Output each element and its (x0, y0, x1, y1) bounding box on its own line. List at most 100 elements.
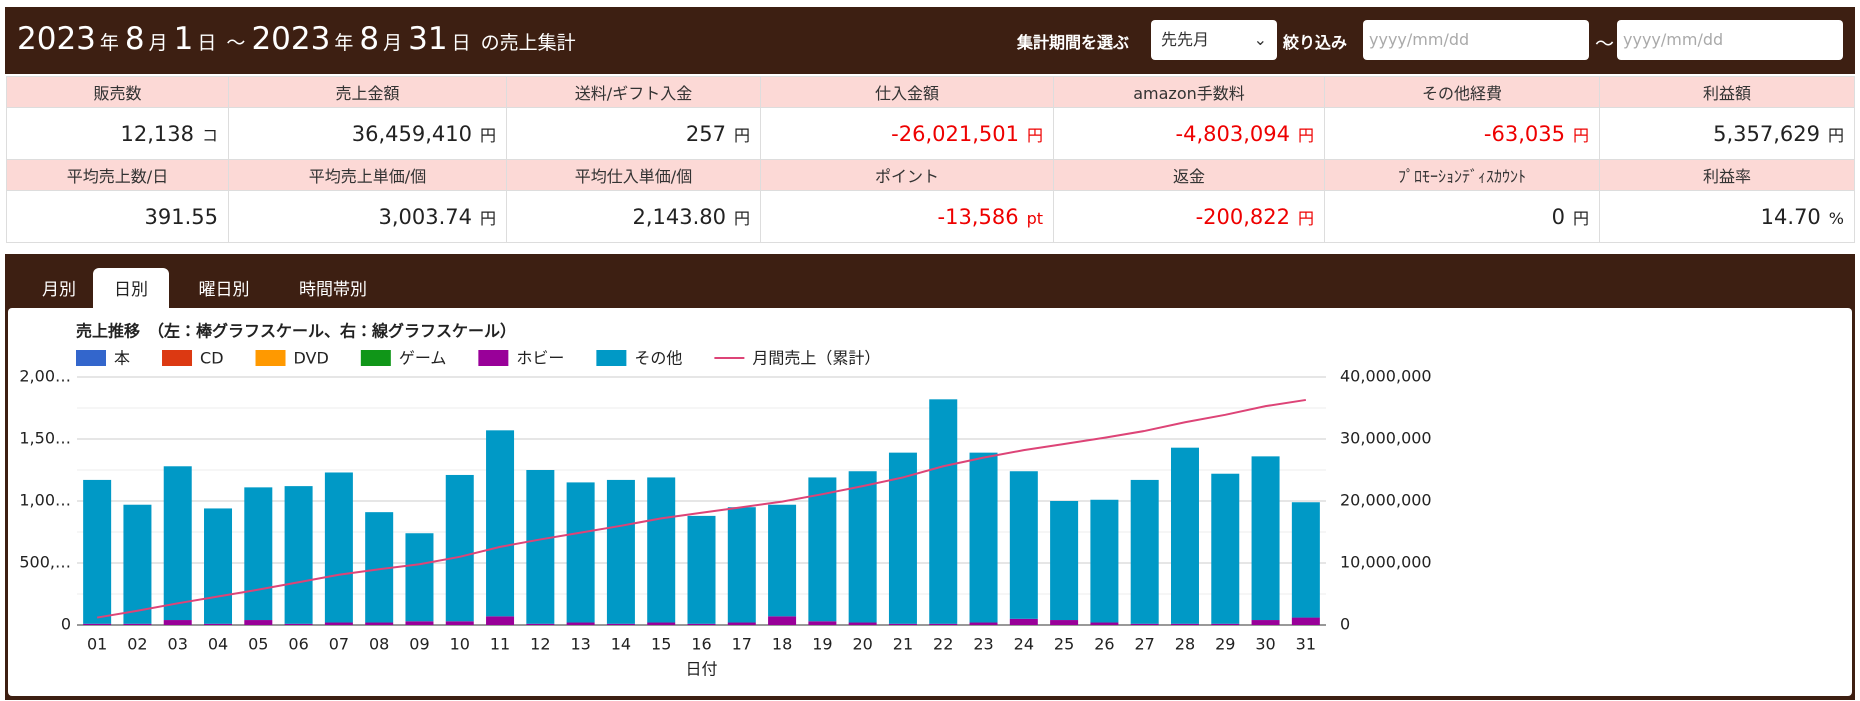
y-tick-label: 1,00… (19, 491, 71, 510)
bar (284, 623, 313, 625)
value: 391.55 (144, 204, 218, 229)
tab[interactable]: 曜日別 (198, 280, 250, 300)
bar (888, 623, 917, 625)
unit: 月 (383, 32, 403, 54)
header-cell: amazon手数料 (1053, 76, 1325, 108)
bar (606, 479, 635, 624)
x-tick-label: 05 (248, 635, 268, 654)
bar (445, 474, 474, 622)
bar (123, 623, 152, 625)
option: 先先月 (1161, 30, 1210, 49)
x-tick-label: 21 (893, 635, 913, 654)
value-cell: -13,586 pt (760, 190, 1054, 243)
x-tick-label: 02 (127, 635, 147, 654)
x-tick-label: 25 (1054, 635, 1074, 654)
legend-swatch (255, 350, 286, 366)
bar (1291, 502, 1320, 618)
x-tick-label: 14 (611, 635, 631, 654)
x-tick-label: 28 (1175, 635, 1195, 654)
legend-swatch (360, 350, 391, 366)
unit: 日 (197, 32, 217, 54)
value: 0 (1551, 204, 1565, 229)
bar (1211, 623, 1240, 625)
x-tick-label: 08 (369, 635, 389, 654)
unit: pt (1026, 208, 1043, 228)
chart-title: 売上推移 （左：棒グラフスケール、右：線グラフスケール） (76, 322, 516, 341)
date-to[interactable]: yyyy/mm/dd (1617, 20, 1843, 60)
bar (1170, 623, 1199, 625)
header-row: 販売数 売上金額 送料/ギフト入金 仕入金額 amazon手数料 その他経費 利益額 (6, 76, 1855, 108)
y2-tick-label: 40,000,000 (1340, 367, 1432, 386)
legend-label: DVD (294, 349, 329, 368)
bar (163, 466, 192, 621)
x-tick-label: 31 (1296, 635, 1316, 654)
bar (1009, 471, 1038, 619)
bar (969, 452, 998, 623)
range-sep: ～ (1595, 33, 1615, 55)
x-tick-label: 27 (1135, 635, 1155, 654)
month: 8 (359, 21, 380, 57)
bar (284, 486, 313, 624)
x-tick-label: 03 (168, 635, 188, 654)
separator: ～ (226, 32, 246, 54)
y-tick-label: 2,00… (19, 367, 71, 386)
tab[interactable]: 時間帯別 (299, 280, 367, 300)
unit: % (1828, 208, 1844, 228)
bar (83, 479, 112, 624)
value: 3,003.74 (378, 204, 472, 229)
legend-swatch (596, 350, 627, 366)
bar (526, 470, 555, 624)
legend-swatch (76, 350, 106, 366)
unit: 円 (1297, 125, 1314, 145)
x-tick-label: 01 (87, 635, 107, 654)
header-cell: 販売数 (6, 76, 229, 108)
y-tick-label: 1,50… (19, 429, 71, 448)
unit: 円 (479, 208, 496, 228)
summary-table: 販売数 売上金額 送料/ギフト入金 仕入金額 amazon手数料 その他経費 利益額 12,1… (6, 76, 1855, 243)
value: -13,586 (937, 204, 1019, 229)
bar (768, 616, 797, 625)
x-tick-label: 24 (1014, 635, 1034, 654)
day: 1 (173, 21, 194, 57)
legend-label: その他 (634, 349, 682, 368)
bar (687, 515, 716, 624)
value: 5,357,629 (1713, 121, 1820, 146)
header-cell: 平均売上数/日 (6, 159, 229, 191)
x-tick-label: 11 (490, 635, 510, 654)
header-cell: 仕入金額 (760, 76, 1054, 108)
value: 12,138 (120, 121, 194, 146)
value-row: 12,138 コ 36,459,410 円 257 円 -26,021,501 円 -4,803… (6, 107, 1855, 160)
unit: 円 (479, 125, 496, 145)
legend-label: ホビー (516, 349, 564, 368)
x-tick-label: 19 (812, 635, 832, 654)
bar (526, 623, 555, 625)
bar (929, 399, 958, 624)
value: 36,459,410 (351, 121, 472, 146)
period-select[interactable]: 先先月 ⌄ (1151, 20, 1277, 60)
bar (566, 482, 595, 623)
tab[interactable]: 月別 (42, 280, 76, 300)
value-cell: -4,803,094 円 (1053, 107, 1325, 160)
bar (647, 622, 676, 625)
x-tick-label: 20 (852, 635, 872, 654)
x-tick-label: 12 (530, 635, 550, 654)
x-tick-label: 06 (288, 635, 308, 654)
bar (727, 507, 756, 623)
y-tick-label: 0 (61, 615, 71, 634)
tab-active[interactable]: 日別 (93, 268, 169, 308)
title: 2023 年 8 月 1 日～ 2023 年 8 月 31 日の売上集計 (17, 21, 582, 57)
date-from[interactable]: yyyy/mm/dd (1363, 20, 1589, 60)
bar (1211, 473, 1240, 624)
bar (606, 623, 635, 625)
value-cell: 5,357,629 円 (1599, 107, 1855, 160)
header-row: 平均売上数/日 平均売上単価/個 平均仕入単価/個 ポイント 返金 ﾌﾟﾛﾓｰｼｮﾝﾃﾞｨ… (6, 159, 1855, 191)
bar (365, 622, 394, 625)
unit: 円 (1572, 208, 1589, 228)
value-cell: 3,003.74 円 (228, 190, 507, 243)
chevron: ⌄ (1253, 30, 1267, 49)
value-row: 391.55 3,003.74 円 2,143.80 円 -13,586 pt -200,82… (6, 190, 1855, 243)
period-label: 集計期間を選ぶ (1017, 33, 1130, 52)
x-tick-label: 07 (329, 635, 349, 654)
